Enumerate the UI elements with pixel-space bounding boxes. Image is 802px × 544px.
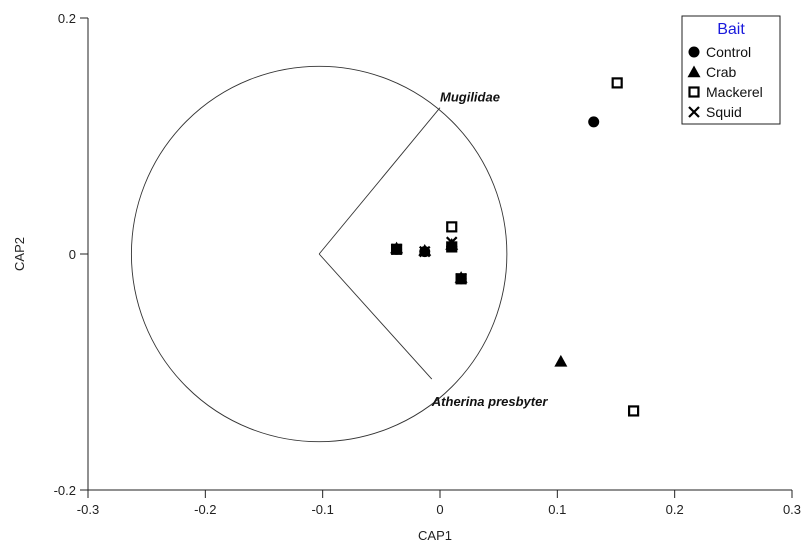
legend-title: Bait (717, 21, 745, 38)
data-point-mackerel (446, 221, 458, 233)
legend-marker-control (688, 46, 700, 58)
legend-box (681, 15, 781, 125)
legend-marker-mackerel (688, 86, 700, 98)
data-point-squid (390, 243, 403, 256)
y-tick-label: -0.2 (54, 483, 76, 498)
data-point-squid (418, 245, 431, 258)
cross-stroke (390, 243, 403, 256)
points-layer (390, 77, 640, 417)
vector-line (318, 253, 433, 380)
vector-label: Atherina presbyter (431, 394, 549, 409)
cross-stroke (688, 106, 700, 118)
legend-label-mackerel: Mackerel (706, 84, 763, 100)
data-point-mackerel (627, 405, 640, 417)
x-tick-label: 0.1 (548, 502, 566, 517)
legend-label-squid: Squid (706, 104, 742, 120)
x-tick-label: 0 (436, 502, 443, 517)
x-tick-label: 0.2 (666, 502, 684, 517)
data-point-control (588, 116, 600, 128)
vectors-layer: Mugilidae Atherina presbyter (318, 90, 549, 409)
cross-stroke (455, 273, 467, 285)
vector-label: Mugilidae (440, 90, 500, 105)
data-point-squid (445, 236, 458, 248)
x-tick-label: -0.1 (311, 502, 333, 517)
cross-stroke (445, 236, 458, 248)
data-point-crab (418, 243, 432, 256)
data-point-squid (455, 273, 467, 285)
legend-marker-squid (688, 106, 700, 118)
data-point-crab (554, 354, 568, 367)
legend-label-control: Control (706, 44, 751, 60)
cross-stroke (418, 245, 431, 258)
correlation-circle (130, 65, 508, 443)
data-point-crab (454, 271, 468, 283)
legend-label-crab: Crab (706, 64, 737, 80)
y-axis-title: CAP2 (12, 237, 27, 271)
vector-line (318, 107, 441, 255)
correlation-circle-layer (130, 65, 508, 443)
legend-marker-crab (687, 65, 701, 78)
x-tick-label: 0.3 (783, 502, 801, 517)
x-tick-label: -0.2 (194, 502, 216, 517)
y-tick-label: 0 (69, 247, 76, 262)
data-point-crab (390, 241, 404, 254)
x-tick-label: -0.3 (77, 502, 99, 517)
data-point-mackerel (611, 77, 623, 89)
x-axis-title: CAP1 (418, 528, 452, 543)
legend: Bait Control Crab Mackerel Squid (681, 15, 781, 125)
y-tick-label: 0.2 (58, 11, 76, 26)
